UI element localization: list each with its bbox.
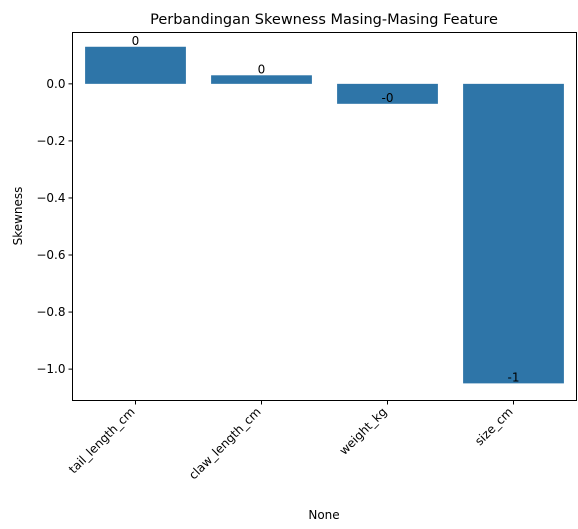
y-axis-label: Skewness [11,187,25,246]
x-tick-label: size_cm [472,405,516,449]
x-tick-label: claw_length_cm [186,405,264,483]
y-tick-label: −1.0 [36,362,65,376]
data-label: 0 [132,34,140,48]
bar-weight_kg [337,83,438,104]
x-tick-label: weight_kg [337,405,390,458]
data-label: 0 [258,62,266,76]
chart-title: Perbandingan Skewness Masing-Masing Feat… [150,12,498,28]
y-tick-label: −0.6 [36,248,65,262]
bar-size_cm [463,83,564,384]
bar-tail_length_cm [85,46,186,84]
y-tick-label: 0.0 [46,77,65,91]
plot-area: 0.0 −0.2 −0.4 −0.6 −0.8 −1.0 tail_length_cm 0 cl… [36,34,564,482]
x-tick-label: tail_length_cm [66,405,138,477]
x-axis-label: None [308,508,339,522]
y-tick-label: −0.2 [36,134,65,148]
data-label: -0 [382,91,394,105]
y-tick-label: −0.8 [36,305,65,319]
data-label: -1 [508,370,520,384]
plot-frame [72,32,577,401]
y-tick-label: −0.4 [36,191,65,205]
bar-claw_length_cm [211,75,312,84]
